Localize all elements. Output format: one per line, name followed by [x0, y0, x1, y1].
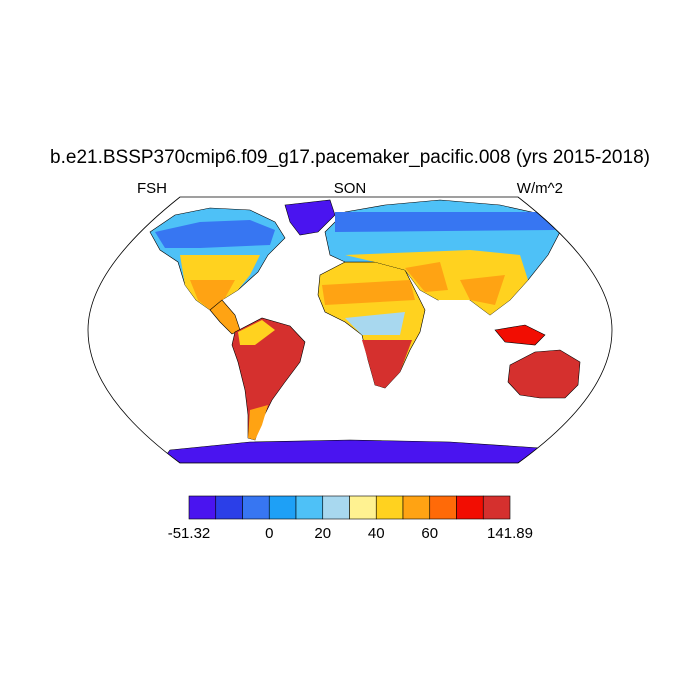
colorbar-swatch	[482, 495, 511, 520]
figure-title: b.e21.BSSP370cmip6.f09_g17.pacemaker_pac…	[50, 147, 650, 168]
colorbar-swatch	[268, 495, 297, 520]
australia-land	[507, 349, 581, 399]
colorbar-tick-label: -51.32	[168, 525, 211, 542]
antarctica-land	[159, 439, 561, 463]
colorbar-swatch	[456, 495, 484, 520]
colorbar-swatch	[295, 495, 324, 520]
colorbar-tick-label: 60	[421, 525, 438, 542]
colorbar-swatch	[429, 495, 457, 520]
variable-label: FSH	[137, 180, 167, 197]
season-label: SON	[334, 180, 367, 197]
greenland-land	[284, 199, 336, 236]
colorbar-tick-label: 141.89	[487, 525, 533, 542]
colorbar-swatch	[402, 495, 431, 520]
colorbar-tick-label: 0	[265, 525, 273, 542]
colorbar-swatch	[349, 495, 377, 520]
map-border	[87, 196, 613, 464]
colorbar-swatch	[188, 495, 217, 520]
units-label: W/m^2	[517, 180, 563, 197]
colorbar-swatch	[322, 495, 350, 520]
colorbar-labels: -51.32 0 20 40 60 141.89	[168, 525, 533, 542]
colorbar-tick-label: 40	[368, 525, 385, 542]
colorbar-tick-label: 20	[314, 525, 331, 542]
maritime-asia-land	[494, 324, 546, 346]
colorbar-swatch	[215, 495, 243, 520]
colorbar-swatch	[242, 495, 270, 520]
colorbar	[188, 495, 511, 520]
colorbar-swatch	[375, 495, 404, 520]
world-map	[88, 197, 612, 463]
